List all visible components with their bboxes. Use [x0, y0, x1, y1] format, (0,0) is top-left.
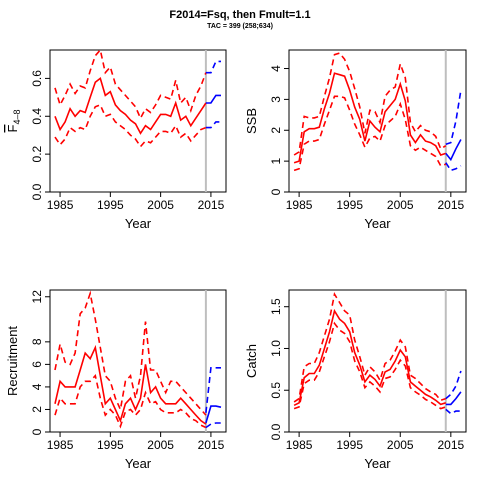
- y-tick-label: 4: [269, 65, 283, 72]
- forecast-upper-ci-line: [205, 366, 221, 413]
- x-tick-label: 2005: [387, 438, 414, 452]
- figure-title: F2014=Fsq, then Fmult=1.1: [169, 9, 311, 21]
- historic-estimate-line: [54, 77, 207, 135]
- historic-lower-ci-line: [293, 95, 447, 172]
- plot-frame: [288, 289, 467, 433]
- forecast-lower-ci-line: [445, 408, 461, 415]
- x-tick-label: 1995: [97, 438, 124, 452]
- x-axis-label: Year: [125, 456, 152, 471]
- x-tick-label: 2005: [387, 198, 414, 212]
- forecast-upper-ci-line: [205, 60, 221, 74]
- forecast-estimate-line: [445, 391, 462, 406]
- x-tick-label: 1995: [336, 438, 363, 452]
- forecast-upper-ci-line: [445, 89, 462, 145]
- y-tick-label: 8: [30, 338, 44, 345]
- y-axis-label: Catch: [244, 344, 259, 378]
- historic-upper-ci-line: [54, 48, 207, 121]
- historic-upper-ci-line: [293, 292, 447, 403]
- forecast-upper-ci-line: [445, 370, 462, 400]
- historic-estimate-line: [293, 308, 447, 407]
- y-tick-label: 0.0: [30, 183, 44, 200]
- x-tick-label: 2015: [437, 438, 464, 452]
- historic-lower-ci-line: [54, 374, 207, 429]
- y-tick-label: 2: [30, 406, 44, 413]
- y-tick-label: 1: [269, 157, 283, 164]
- historic-estimate-line: [54, 344, 207, 425]
- y-axis-label: SSB: [244, 108, 259, 134]
- x-tick-label: 2005: [147, 198, 174, 212]
- plot-frame: [49, 49, 227, 193]
- historic-upper-ci-line: [54, 290, 207, 416]
- x-tick-label: 1995: [97, 198, 124, 212]
- forecast-lower-ci-line: [205, 121, 221, 129]
- panel-3: 1985 1995 2005 2015 0.0 0.5 1.0 1.5 Year Catch: [244, 289, 467, 471]
- plot-frame: [49, 289, 227, 433]
- x-axis-label: Year: [364, 456, 391, 471]
- y-tick-label: 0.4: [30, 108, 44, 125]
- x-tick-label: 1985: [47, 198, 74, 212]
- y-tick-label: 0.2: [30, 145, 44, 162]
- plot-frame: [288, 49, 467, 193]
- x-tick-label: 1985: [47, 438, 74, 452]
- y-tick-label: 1.0: [269, 340, 283, 357]
- y-tick-label: 0.6: [30, 70, 44, 87]
- x-tick-label: 1985: [286, 198, 313, 212]
- y-tick-label: 0: [269, 188, 283, 195]
- forecast-estimate-line: [205, 405, 222, 424]
- x-axis-label: Year: [364, 216, 391, 231]
- panel-0: 1985 1995 2005 2015 0.0 0.2 0.4 0.6 Year F4–8: [5, 48, 227, 231]
- y-axis-label: Recruitment: [5, 326, 20, 396]
- x-tick-label: 2015: [198, 198, 225, 212]
- y-axis-label: F4–8: [5, 110, 22, 133]
- y-tick-label: 0: [30, 428, 44, 435]
- x-axis-label: Year: [125, 216, 152, 231]
- x-tick-label: 1995: [336, 198, 363, 212]
- forecast-lower-ci-line: [445, 162, 462, 172]
- forecast-estimate-line: [205, 94, 221, 104]
- figure-subtitle: TAC = 399 (258;634): [207, 23, 273, 30]
- y-tick-label: 2: [269, 127, 283, 134]
- forecast-estimate-line: [445, 139, 462, 162]
- historic-lower-ci-line: [54, 103, 207, 148]
- historic-upper-ci-line: [293, 52, 447, 156]
- y-tick-label: 1.5: [269, 298, 283, 315]
- historic-estimate-line: [293, 72, 447, 164]
- y-tick-label: 0.0: [269, 423, 283, 440]
- panel-2: 1985 1995 2005 2015 0 2 4 6 8 12 Year Recruitment: [5, 289, 227, 471]
- y-tick-label: 0.5: [269, 382, 283, 399]
- y-tick-label: 4: [30, 383, 44, 390]
- y-tick-label: 12: [30, 290, 44, 304]
- x-tick-label: 2015: [198, 438, 225, 452]
- panel-1: 1985 1995 2005 2015 0 1 2 3 4 Year SSB: [244, 49, 467, 231]
- x-tick-label: 1985: [286, 438, 313, 452]
- forecast-lower-ci-line: [205, 422, 221, 429]
- x-tick-label: 2005: [147, 438, 174, 452]
- historic-lower-ci-line: [293, 321, 447, 410]
- y-tick-label: 6: [30, 361, 44, 368]
- y-tick-label: 3: [269, 96, 283, 103]
- x-tick-label: 2015: [437, 198, 464, 212]
